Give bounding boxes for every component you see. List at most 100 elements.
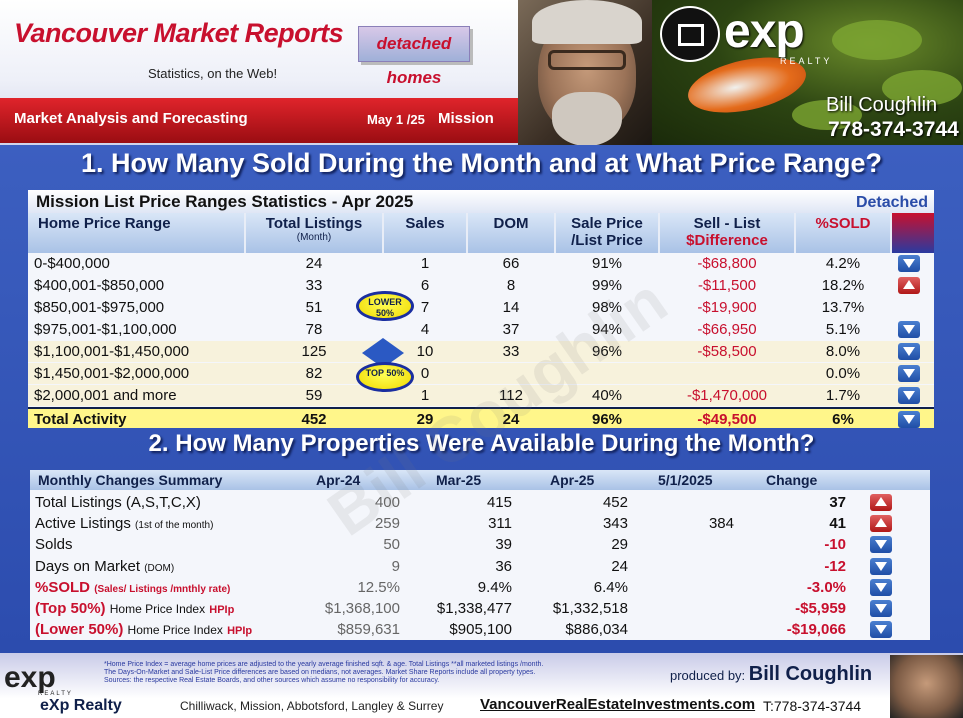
cell-ratio: 96% (591, 343, 623, 360)
summary-value-v1: $859,631 (337, 621, 400, 639)
exp-realty-text: REALTY (780, 56, 833, 66)
summary-value-v1: $1,368,100 (324, 600, 400, 617)
footer-exp-realty-text: REALTY (38, 691, 73, 697)
trend-down-arrow-icon (870, 557, 892, 575)
exp-house-logo-icon (660, 6, 720, 62)
cell-range: $850,001-$975,000 (34, 299, 165, 316)
summary-value-v3: $886,034 (565, 621, 628, 639)
cell-diff: -$66,950 (697, 321, 757, 338)
agent-name: Bill Coughlin (826, 94, 938, 116)
cell-sold: 8.0% (825, 343, 861, 360)
top-50-badge: TOP 50% (356, 362, 414, 392)
header-sale-list-ratio: Sale Price/List Price (556, 213, 658, 253)
agent-photo (518, 0, 652, 145)
summary-label: (Lower 50%) Home Price Index HPIp (35, 621, 253, 639)
header-sell-list-difference: Sell - List $Difference (660, 213, 794, 253)
cell-sales: 7 (420, 299, 430, 316)
summary-change: 41 (829, 515, 846, 533)
question-2-heading: 2. How Many Properties Were Available Du… (148, 430, 815, 457)
summary-value-v3: 452 (602, 494, 628, 511)
trend-down-arrow-icon (898, 387, 920, 404)
summary-value-v3: 6.4% (593, 578, 628, 596)
cell-listings: 59 (305, 387, 323, 404)
monthly-changes-table: Monthly Changes Summary Apr-24 Mar-25 Ap… (30, 470, 930, 640)
cell-range: $975,001-$1,100,000 (34, 321, 177, 338)
price-range-table-header: Home Price Range Total Listings (Month) S… (28, 213, 934, 253)
table-row: $1,450,001-$2,000,000 82 0 0.0% (28, 363, 934, 384)
summary-value-v2: 9.4% (477, 578, 512, 596)
summary-label: %SOLD (Sales/ Listings /mnthly rate) (35, 578, 231, 596)
cell-diff: -$11,500 (697, 277, 757, 294)
cell-sold: 13.7% (821, 299, 865, 316)
cell-range: $2,000,001 and more (34, 387, 177, 404)
report-location: Mission (438, 110, 494, 127)
footer-brokerage: eXp Realty (40, 697, 122, 714)
cell-sales: 1 (420, 255, 430, 272)
produced-by: produced by: Bill Coughlin (670, 663, 873, 685)
summary-row: (Lower 50%) Home Price Index HPIp $859,63… (30, 619, 930, 640)
summary-change: -3.0% (806, 578, 846, 596)
cell-sales: 29 (416, 411, 434, 428)
summary-change: -$5,959 (795, 600, 846, 617)
trend-down-arrow-icon (898, 411, 920, 428)
summary-value-v2: 311 (488, 515, 512, 533)
price-range-table: Mission List Price Ranges Statistics - A… (28, 190, 934, 428)
cell-listings: 33 (305, 277, 323, 294)
trend-up-arrow-icon (898, 277, 920, 294)
header: Vancouver Market Reports Statistics, on … (0, 0, 963, 145)
table-row: $2,000,001 and more 59 1 112 40% -$1,470,000 1… (28, 385, 934, 406)
footer-website-link[interactable]: VancouverRealEstateInvestments.com (480, 696, 756, 713)
cell-range: $1,450,001-$2,000,000 (34, 365, 190, 382)
cell-range: $400,001-$850,000 (34, 277, 165, 294)
monthly-changes-header: Monthly Changes Summary Apr-24 Mar-25 Ap… (30, 470, 930, 490)
footer-phone[interactable]: T:778-374-3744 (763, 698, 862, 714)
header-change: Change (766, 472, 818, 488)
trend-down-arrow-icon (870, 536, 892, 554)
cell-sales: 4 (420, 321, 430, 338)
trend-down-arrow-icon (898, 321, 920, 338)
trend-down-arrow-icon (870, 600, 892, 617)
cell-dom: 37 (502, 321, 520, 338)
cell-ratio: 96% (591, 411, 623, 428)
header-dom: DOM (468, 213, 554, 253)
summary-value-v1: 400 (374, 494, 400, 511)
summary-value-v2: 415 (486, 494, 512, 511)
report-date: May 1 /25 (367, 112, 425, 127)
summary-value-v2: $1,338,477 (436, 600, 512, 617)
cell-dom: 24 (502, 411, 520, 428)
header-date-col: 5/1/2025 (658, 472, 713, 488)
price-range-table-title: Mission List Price Ranges Statistics - A… (36, 192, 414, 211)
footer-agent-photo (890, 655, 963, 718)
cell-listings: 452 (301, 411, 327, 428)
trend-down-arrow-icon (898, 255, 920, 272)
section-title: Market Analysis and Forecasting (14, 110, 248, 127)
cell-sales: 6 (420, 277, 430, 294)
cell-dom: 112 (499, 387, 523, 404)
cell-ratio: 98% (591, 299, 623, 316)
agent-phone[interactable]: 778-374-3744 (828, 118, 959, 141)
summary-label: Days on Market (DOM) (35, 557, 175, 575)
table-row: $850,001-$975,000 51 7 14 98% -$19,900 13.7% (28, 297, 934, 318)
header-apr-24: Apr-24 (316, 472, 361, 488)
header-mar-25: Mar-25 (436, 472, 482, 488)
cell-ratio: 40% (591, 387, 623, 404)
trend-up-arrow-icon (870, 494, 892, 511)
header-price-range: Home Price Range (28, 213, 244, 253)
exp-logo-text: exp (724, 5, 805, 58)
footer-exp-logo-text: exp (4, 661, 56, 694)
cell-diff: -$58,500 (697, 343, 757, 360)
site-title[interactable]: Vancouver Market Reports (14, 18, 344, 48)
cell-ratio: 91% (591, 255, 623, 272)
cell-ratio: 99% (591, 277, 623, 294)
summary-value-v3: 24 (611, 557, 628, 575)
cell-ratio: 94% (591, 321, 623, 338)
summary-value-v2: $905,100 (449, 621, 512, 639)
cell-sold: 4.2% (825, 255, 861, 272)
cell-sales: 0 (420, 365, 430, 382)
summary-label: (Top 50%) Home Price Index HPIp (35, 600, 235, 617)
cell-dom: 33 (502, 343, 520, 360)
summary-change: -$19,066 (786, 621, 846, 639)
summary-change: -12 (824, 557, 846, 575)
cell-sold: 18.2% (821, 277, 865, 294)
cell-range: 0-$400,000 (34, 255, 110, 272)
